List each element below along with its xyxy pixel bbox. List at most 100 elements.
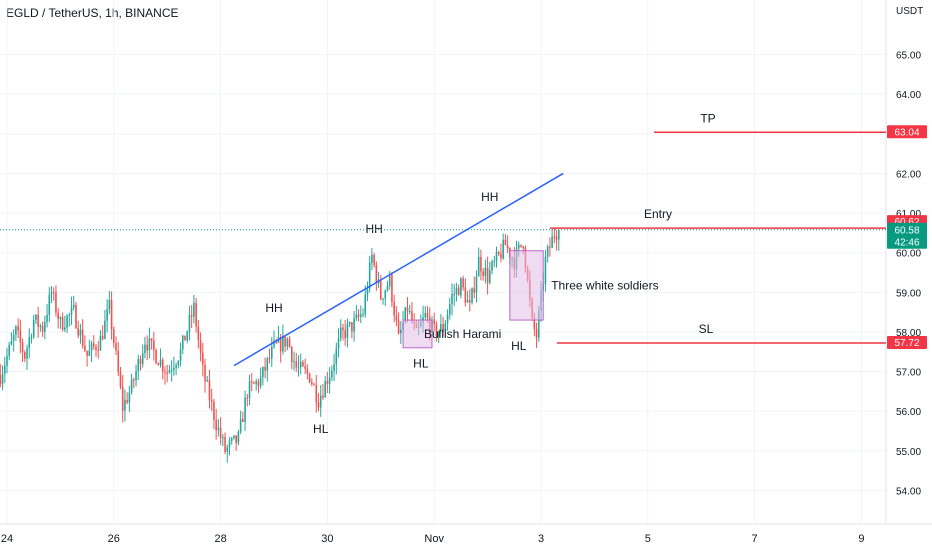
candle-up xyxy=(141,353,144,365)
candle-up xyxy=(404,307,407,323)
candle-up xyxy=(484,267,487,276)
candle-up xyxy=(12,334,15,341)
price-tick-label: 56.00 xyxy=(896,407,921,418)
candle-up xyxy=(348,322,351,325)
candle-down xyxy=(520,244,522,247)
candle-down xyxy=(391,274,393,303)
candle-up xyxy=(491,261,493,271)
candle-down xyxy=(133,379,135,381)
candle-up xyxy=(237,431,240,443)
candle-down xyxy=(344,330,346,338)
chart-title: EGLD / TetherUS, 1h, BINANCE xyxy=(6,6,179,20)
candle-up xyxy=(168,370,171,373)
candle-up xyxy=(517,244,520,249)
candle-up xyxy=(226,447,229,452)
level-price-badge xyxy=(887,125,927,139)
candle-down xyxy=(279,337,282,352)
candle-down xyxy=(506,245,509,248)
candle-up xyxy=(388,274,391,287)
candle-up xyxy=(558,229,560,240)
candle-down xyxy=(17,326,19,331)
candle-down xyxy=(208,380,211,401)
candle-up xyxy=(70,307,73,315)
candle-up xyxy=(44,322,46,332)
candle-up xyxy=(181,335,184,350)
candle-up xyxy=(451,294,453,305)
candle-up xyxy=(386,286,389,291)
candle-down xyxy=(288,338,291,348)
price-axis: 54.00 55.00 56.00 57.00 58.00 59.00 60.00 61.00… xyxy=(887,51,927,497)
candle-up xyxy=(1,374,4,384)
level-name: SL xyxy=(699,322,714,336)
candle-up xyxy=(489,270,491,283)
candle-up xyxy=(282,335,284,352)
candle-down xyxy=(302,362,304,367)
pattern-label: Three white soldiers xyxy=(551,278,658,292)
candle-up xyxy=(222,437,224,439)
candle-down xyxy=(117,350,120,373)
candle-down xyxy=(426,312,429,318)
candle-up xyxy=(66,315,68,328)
candle-down xyxy=(533,317,536,330)
candle-up xyxy=(59,317,62,320)
candle-up xyxy=(130,379,133,393)
candle-down xyxy=(473,288,476,293)
candle-up xyxy=(230,438,233,442)
candle-up xyxy=(331,370,333,378)
candle-down xyxy=(257,381,260,386)
candle-up xyxy=(270,346,273,359)
candle-down xyxy=(291,347,293,362)
candle-down xyxy=(486,267,489,283)
candle-down xyxy=(326,380,329,384)
candle-up xyxy=(128,392,131,403)
candle-down xyxy=(462,278,464,288)
candle-down xyxy=(393,302,395,316)
candle-up xyxy=(8,344,11,356)
candle-up xyxy=(333,364,335,371)
pattern-label: Bullish Harami xyxy=(424,327,501,341)
price-tick-label: 61.00 xyxy=(896,209,921,220)
candle-up xyxy=(48,294,51,315)
candle-up xyxy=(362,314,364,316)
candle-up xyxy=(186,331,189,341)
candle-up xyxy=(144,344,146,354)
candle-down xyxy=(469,300,471,303)
swing-label: HH xyxy=(265,301,282,315)
candle-down xyxy=(190,315,193,317)
candle-up xyxy=(299,362,302,367)
candle-down xyxy=(166,372,168,374)
candle-down xyxy=(204,364,206,382)
price-tick-label: 55.00 xyxy=(896,447,921,458)
candle-down xyxy=(411,311,413,322)
candle-up xyxy=(448,304,451,315)
candle-down xyxy=(219,427,222,438)
candle-up xyxy=(337,338,340,349)
candle-down xyxy=(197,326,200,340)
candle-down xyxy=(153,340,155,350)
candle-up xyxy=(6,355,8,366)
candle-up xyxy=(28,336,31,349)
time-axis: 24 26 28 30 Nov 3 5 7 9 xyxy=(1,533,865,545)
candle-down xyxy=(311,382,313,385)
candle-up xyxy=(502,239,504,259)
swing-label: HL xyxy=(313,422,329,436)
overlays: Bullish Harami Three white soldiers HH HL HH… xyxy=(0,111,886,436)
candle-down xyxy=(535,329,538,338)
price-tick-label: 57.00 xyxy=(896,368,921,379)
candle-up xyxy=(324,380,326,398)
candle-up xyxy=(124,399,126,411)
grid xyxy=(0,0,932,525)
candle-down xyxy=(464,287,467,303)
candle-down xyxy=(146,344,148,351)
candle-up xyxy=(453,293,456,295)
candle-up xyxy=(177,360,180,366)
candle-down xyxy=(95,346,97,351)
candle-up xyxy=(46,314,48,323)
candle-up xyxy=(175,365,177,368)
candle-down xyxy=(235,435,237,443)
candle-down xyxy=(75,304,77,329)
candle-up xyxy=(382,298,384,300)
candle-up xyxy=(266,358,269,371)
candle-down xyxy=(61,317,64,330)
